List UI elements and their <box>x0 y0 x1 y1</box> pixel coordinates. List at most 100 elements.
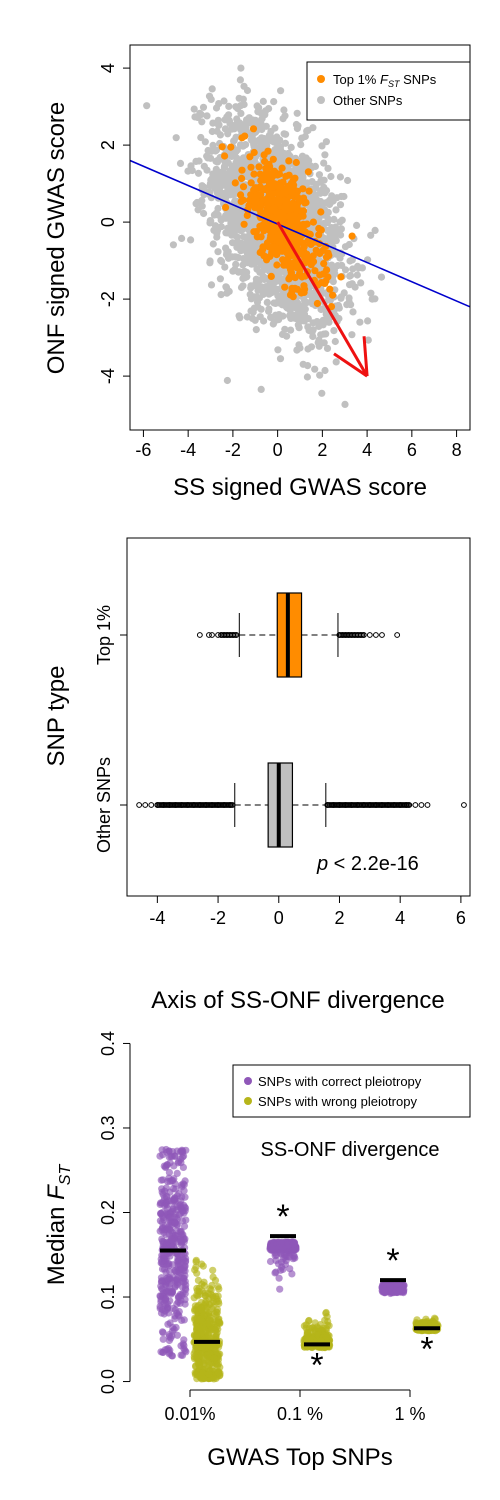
point-correct <box>171 1232 179 1240</box>
point-other <box>201 138 209 146</box>
point-correct <box>396 1286 404 1295</box>
point-other <box>229 190 237 198</box>
point-top <box>237 191 245 199</box>
y-tick-label: 4 <box>98 63 118 73</box>
point-other <box>233 217 241 225</box>
point-correct <box>276 1285 284 1293</box>
point-other <box>336 173 344 181</box>
point-wrong <box>322 1332 331 1340</box>
point-correct <box>171 1315 179 1323</box>
point-wrong <box>207 1290 215 1299</box>
point-other <box>257 305 265 313</box>
point-correct <box>158 1251 166 1259</box>
point-other <box>247 307 255 315</box>
point-top <box>238 174 246 182</box>
point-top <box>266 163 274 171</box>
point-other <box>250 249 258 257</box>
point-other <box>191 113 199 121</box>
point-other <box>198 182 206 190</box>
point-top <box>270 207 279 215</box>
point-other <box>316 371 324 379</box>
point-correct <box>178 1351 187 1359</box>
outlier <box>379 632 385 638</box>
point-other <box>239 95 247 103</box>
point-other <box>218 257 226 266</box>
boxplot-panel: -4 -2 0 2 4 6 Top 1% Other SNPs p < 2.2e-16 A… <box>43 537 471 1014</box>
point-wrong <box>208 1299 216 1307</box>
point-top <box>268 232 276 241</box>
point-other <box>217 291 225 299</box>
point-wrong <box>214 1362 222 1370</box>
point-other <box>248 257 256 265</box>
point-other <box>225 287 233 295</box>
significance-star: * <box>310 1346 323 1384</box>
point-other <box>212 146 221 154</box>
point-top <box>265 180 273 188</box>
point-other <box>235 312 243 320</box>
point-other <box>321 366 329 375</box>
point-other <box>300 303 308 311</box>
x-tick-label: 1 % <box>394 1404 425 1424</box>
point-top <box>302 258 310 266</box>
point-top <box>276 209 285 217</box>
point-other <box>247 136 255 144</box>
point-other <box>192 200 200 208</box>
point-wrong <box>209 1334 217 1342</box>
outlier <box>209 632 215 638</box>
point-top <box>283 249 291 257</box>
point-wrong <box>209 1343 217 1351</box>
point-top <box>301 199 309 207</box>
point-other <box>298 152 307 160</box>
point-correct <box>159 1335 167 1343</box>
point-other <box>371 226 379 234</box>
point-correct <box>165 1174 173 1182</box>
point-other <box>207 281 216 289</box>
point-other <box>270 98 278 106</box>
point-correct <box>180 1222 189 1230</box>
point-wrong <box>214 1368 223 1377</box>
boxplot-x-ticks: -4 -2 0 2 4 6 <box>149 896 466 928</box>
point-other <box>198 202 206 210</box>
point-correct <box>179 1147 187 1155</box>
point-top <box>241 132 249 140</box>
point-correct <box>171 1276 179 1285</box>
point-other <box>307 343 316 351</box>
strip-annotation: SS-ONF divergence <box>261 1139 440 1161</box>
direction-arrow <box>276 221 369 378</box>
point-other <box>169 241 177 249</box>
point-correct <box>177 1159 185 1167</box>
point-correct <box>165 1287 173 1295</box>
x-tick-label: 6 <box>456 908 466 928</box>
point-other <box>217 216 225 224</box>
point-other <box>348 331 356 339</box>
point-correct <box>161 1163 170 1172</box>
point-wrong <box>319 1324 327 1332</box>
point-wrong <box>199 1262 207 1270</box>
point-top <box>315 224 323 233</box>
point-other <box>248 314 256 323</box>
point-other <box>309 319 317 327</box>
point-top <box>218 143 226 151</box>
point-other <box>187 236 195 244</box>
point-correct <box>165 1168 173 1176</box>
point-top <box>239 183 248 191</box>
point-other <box>314 339 322 347</box>
outlier <box>206 632 212 638</box>
point-top <box>285 157 293 165</box>
point-correct <box>286 1265 294 1273</box>
point-other <box>212 157 220 165</box>
x-tick-label: -6 <box>135 440 151 460</box>
point-other <box>200 209 208 218</box>
point-correct <box>266 1257 275 1266</box>
significance-star: * <box>386 1242 399 1280</box>
outlier <box>412 802 419 808</box>
strip-legend-box <box>232 1064 471 1118</box>
point-other <box>239 282 247 290</box>
point-correct <box>158 1277 166 1285</box>
point-other <box>190 105 198 113</box>
point-correct <box>165 1336 173 1345</box>
x-tick-label: -2 <box>225 440 241 460</box>
point-other <box>234 118 243 127</box>
point-other <box>221 263 229 271</box>
